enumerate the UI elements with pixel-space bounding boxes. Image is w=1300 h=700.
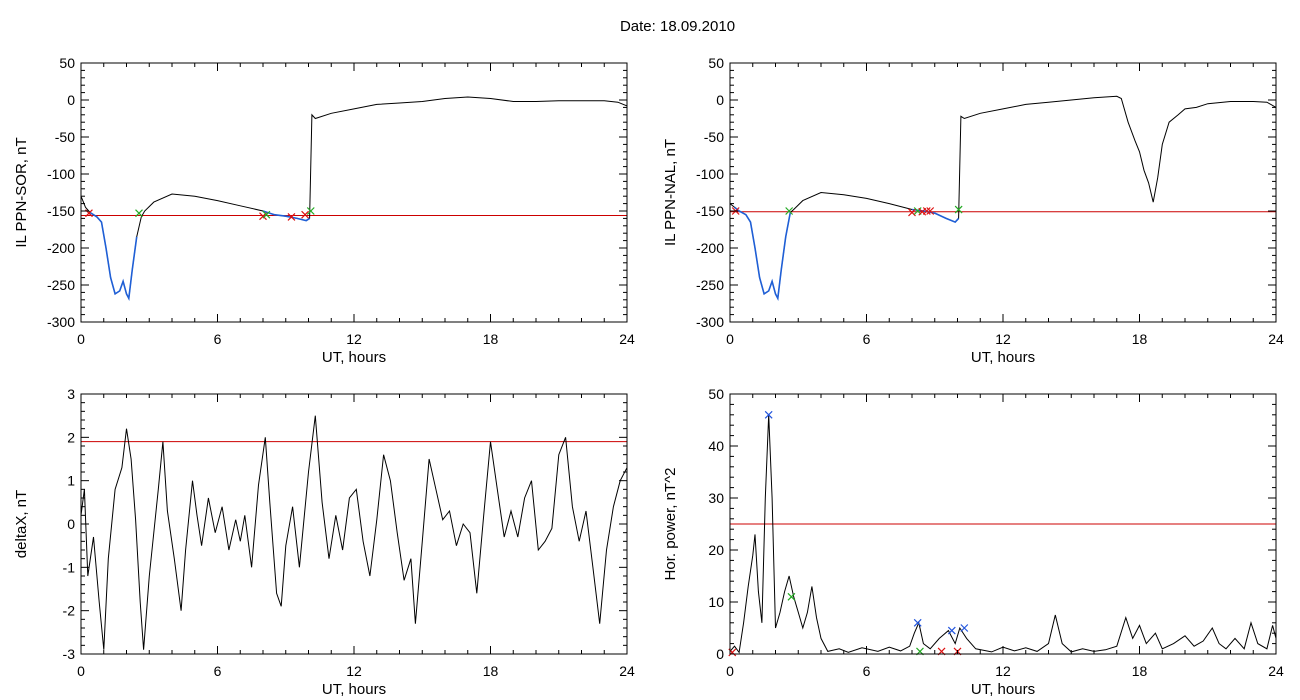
y-tick-label: 0 bbox=[67, 516, 75, 532]
y-tick-label: 0 bbox=[716, 646, 724, 662]
y-tick-label: -2 bbox=[63, 603, 76, 619]
x-tick-label: 18 bbox=[1132, 663, 1148, 679]
event-marker bbox=[947, 626, 956, 635]
event-marker bbox=[926, 207, 935, 215]
y-tick-label: -150 bbox=[696, 203, 724, 219]
x-tick-label: 0 bbox=[77, 331, 85, 347]
plot-frame bbox=[80, 393, 628, 655]
y-tick-label: 0 bbox=[67, 92, 75, 108]
y-tick-label: -3 bbox=[63, 646, 76, 662]
x-tick-label: 0 bbox=[726, 663, 734, 679]
x-tick-label: 6 bbox=[863, 663, 871, 679]
y-tick-label: -300 bbox=[696, 314, 724, 330]
series-line bbox=[81, 96, 627, 300]
event-marker bbox=[785, 207, 794, 215]
x-tick-label: 12 bbox=[995, 331, 1011, 347]
y-tick-label: 20 bbox=[708, 542, 724, 558]
y-tick-label: -100 bbox=[47, 166, 75, 182]
x-tick-label: 0 bbox=[726, 331, 734, 347]
y-tick-label: 30 bbox=[708, 490, 724, 506]
x-axis-label: UT, hours bbox=[971, 349, 1035, 366]
y-tick-label: -250 bbox=[47, 277, 75, 293]
x-tick-label: 12 bbox=[346, 331, 362, 347]
y-tick-label: -250 bbox=[696, 277, 724, 293]
chart-il-ppn-sor: 0 6 12 18 24 -300 -250 -200 -150 -100 -50 0 50 UT, ho… bbox=[13, 55, 635, 366]
y-tick-label: -300 bbox=[47, 314, 75, 330]
event-marker bbox=[262, 210, 271, 219]
y-tick-label: 0 bbox=[716, 92, 724, 108]
x-tick-label: 12 bbox=[346, 663, 362, 679]
y-axis-label: IL PPN-NAL, nT bbox=[662, 139, 679, 246]
event-marker bbox=[954, 205, 963, 214]
y-tick-label: 50 bbox=[59, 55, 75, 71]
series-line bbox=[730, 414, 1276, 654]
event-marker bbox=[306, 207, 315, 215]
y-tick-label: -200 bbox=[47, 240, 75, 256]
y-tick-label: 10 bbox=[708, 594, 724, 610]
x-axis-label: UT, hours bbox=[322, 349, 386, 366]
x-tick-label: 24 bbox=[619, 663, 635, 679]
y-tick-label: -1 bbox=[63, 559, 76, 575]
x-tick-label: 6 bbox=[863, 331, 871, 347]
y-tick-label: 50 bbox=[708, 386, 724, 402]
series-line bbox=[81, 415, 627, 650]
y-tick-label: 50 bbox=[708, 55, 724, 71]
y-axis-label: deltaX, nT bbox=[13, 490, 30, 558]
event-marker bbox=[913, 618, 922, 627]
x-tick-label: 12 bbox=[995, 663, 1011, 679]
x-tick-label: 6 bbox=[214, 331, 222, 347]
event-marker bbox=[908, 208, 916, 217]
plot-frame bbox=[729, 62, 1277, 323]
event-marker bbox=[301, 210, 310, 219]
y-tick-label: -200 bbox=[696, 240, 724, 256]
chart-hor-power: 0 6 12 18 24 0 10 20 30 40 50 UT, hours Hor. power, … bbox=[662, 386, 1284, 698]
x-axis-label: UT, hours bbox=[971, 681, 1035, 698]
x-tick-label: 18 bbox=[483, 663, 499, 679]
event-marker bbox=[764, 410, 773, 419]
y-tick-label: 3 bbox=[67, 386, 75, 402]
y-tick-label: -150 bbox=[47, 203, 75, 219]
event-marker bbox=[287, 212, 296, 221]
highlight-segment bbox=[89, 211, 138, 301]
y-tick-label: -50 bbox=[704, 129, 724, 145]
x-tick-label: 18 bbox=[1132, 331, 1148, 347]
y-tick-label: 2 bbox=[67, 429, 75, 445]
plot-frame bbox=[80, 62, 628, 323]
chart-il-ppn-nal: 0 6 12 18 24 -300 -250 -200 -150 -100 -50 0 50 UT, ho… bbox=[662, 55, 1284, 366]
x-axis-label: UT, hours bbox=[322, 681, 386, 698]
event-marker bbox=[135, 209, 143, 218]
x-tick-label: 24 bbox=[1268, 331, 1284, 347]
y-tick-label: -100 bbox=[696, 166, 724, 182]
highlight-segment bbox=[733, 206, 792, 301]
event-marker bbox=[787, 592, 796, 601]
event-marker bbox=[960, 624, 969, 632]
event-marker bbox=[922, 207, 931, 215]
x-tick-label: 18 bbox=[483, 331, 499, 347]
y-tick-label: 1 bbox=[67, 473, 75, 489]
x-tick-label: 24 bbox=[619, 331, 635, 347]
x-tick-label: 24 bbox=[1268, 663, 1284, 679]
x-tick-label: 6 bbox=[214, 663, 222, 679]
x-tick-label: 0 bbox=[77, 663, 85, 679]
y-axis-label: IL PPN-SOR, nT bbox=[13, 137, 30, 247]
series-line bbox=[730, 95, 1276, 300]
y-axis-label: Hor. power, nT^2 bbox=[662, 468, 679, 581]
figure-title: Date: 18.09.2010 bbox=[619, 18, 736, 35]
y-tick-label: 40 bbox=[708, 438, 724, 454]
y-tick-label: -50 bbox=[55, 129, 75, 145]
